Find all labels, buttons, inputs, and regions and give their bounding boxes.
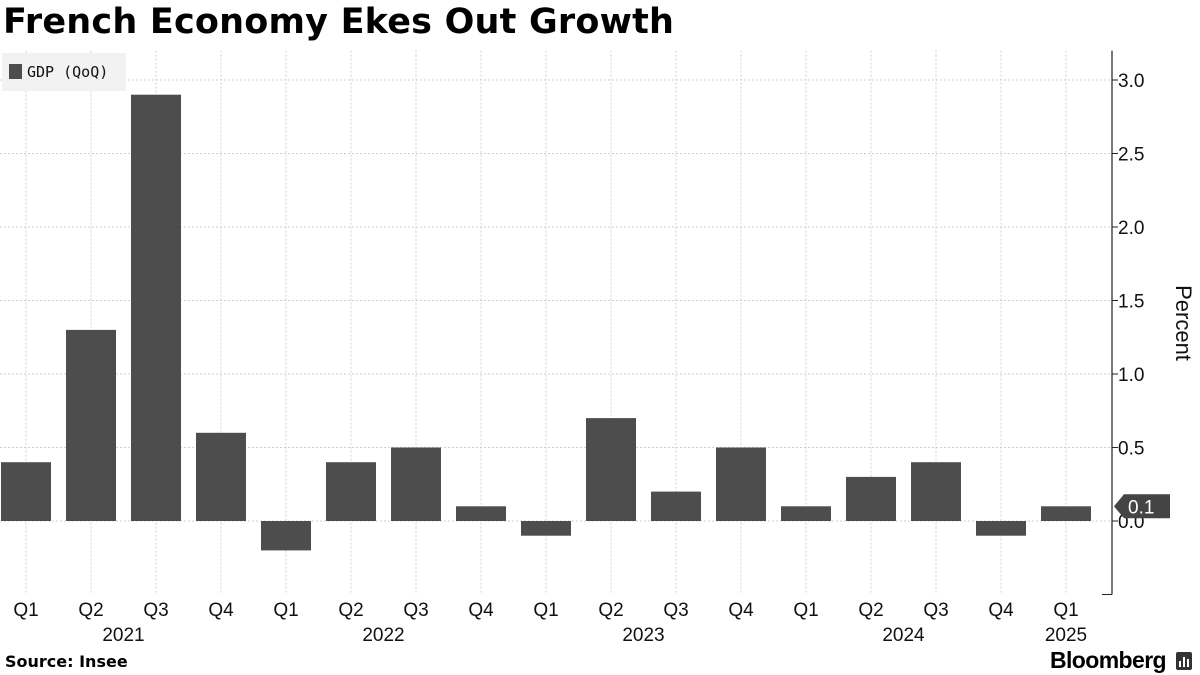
bar xyxy=(976,521,1026,536)
bar xyxy=(846,476,896,521)
legend-swatch xyxy=(9,64,22,79)
x-tick-label: Q3 xyxy=(923,600,948,621)
x-tick-label: Q4 xyxy=(468,600,494,621)
x-tick-label: Q4 xyxy=(728,600,754,621)
last-value-callout: 0.1 xyxy=(1114,494,1170,519)
y-tick-label: 3.0 xyxy=(1118,71,1144,92)
y-tick-label: 1.5 xyxy=(1118,292,1144,313)
x-tick-label: Q2 xyxy=(598,600,623,621)
bar xyxy=(391,447,441,521)
bloomberg-logo: Bloomberg xyxy=(1050,647,1167,673)
year-label: 2023 xyxy=(622,625,664,646)
bar xyxy=(716,447,766,521)
callout-tag xyxy=(1114,494,1170,519)
bar xyxy=(781,506,831,521)
legend-background xyxy=(2,53,126,91)
x-tick-label: Q1 xyxy=(13,600,38,621)
year-label: 2021 xyxy=(102,625,144,646)
source-note: Source: Insee xyxy=(5,652,128,671)
legend-label: GDP (QoQ) xyxy=(27,63,108,81)
bar xyxy=(911,462,961,521)
x-tick-label: Q4 xyxy=(988,600,1014,621)
bar xyxy=(1,462,51,521)
x-tick-label: Q1 xyxy=(793,600,818,621)
chart-title: French Economy Ekes Out Growth xyxy=(3,2,675,42)
x-tick-label: Q3 xyxy=(403,600,428,621)
bar xyxy=(1041,506,1091,521)
x-tick-label: Q2 xyxy=(78,600,103,621)
bar-series xyxy=(1,94,1091,551)
y-tick-label: 2.0 xyxy=(1118,218,1144,239)
bloomberg-terminal-icon xyxy=(1176,652,1192,670)
bar xyxy=(261,521,311,551)
year-label: 2025 xyxy=(1045,625,1087,646)
bar xyxy=(131,94,181,521)
bar xyxy=(326,462,376,521)
x-tick-label: Q2 xyxy=(858,600,883,621)
bar xyxy=(651,491,701,521)
bar xyxy=(586,418,636,521)
x-axis: Q1 Q2 Q3 Q4 Q1 Q2 Q3 Q4 Q1 Q2 Q3 Q4 Q1 Q2 Q3 Q4 Q1 2021 20… xyxy=(13,600,1087,646)
year-label: 2022 xyxy=(362,625,404,646)
bar xyxy=(456,506,506,521)
x-tick-label: Q3 xyxy=(663,600,688,621)
bar xyxy=(196,432,246,521)
legend: GDP (QoQ) xyxy=(2,53,126,91)
bar xyxy=(521,521,571,536)
y-tick-label: 1.0 xyxy=(1118,365,1144,386)
y-tick-label: 2.5 xyxy=(1118,145,1144,166)
bar xyxy=(66,329,116,521)
year-label: 2024 xyxy=(882,625,925,646)
x-tick-label: Q1 xyxy=(273,600,298,621)
x-tick-label: Q2 xyxy=(338,600,363,621)
x-tick-label: Q1 xyxy=(533,600,558,621)
x-tick-label: Q3 xyxy=(143,600,168,621)
y-tick-label: 0.5 xyxy=(1118,439,1144,460)
x-tick-label: Q1 xyxy=(1053,600,1078,621)
callout-value: 0.1 xyxy=(1128,497,1154,518)
y-axis-label: Percent xyxy=(1171,285,1196,361)
x-tick-label: Q4 xyxy=(208,600,234,621)
